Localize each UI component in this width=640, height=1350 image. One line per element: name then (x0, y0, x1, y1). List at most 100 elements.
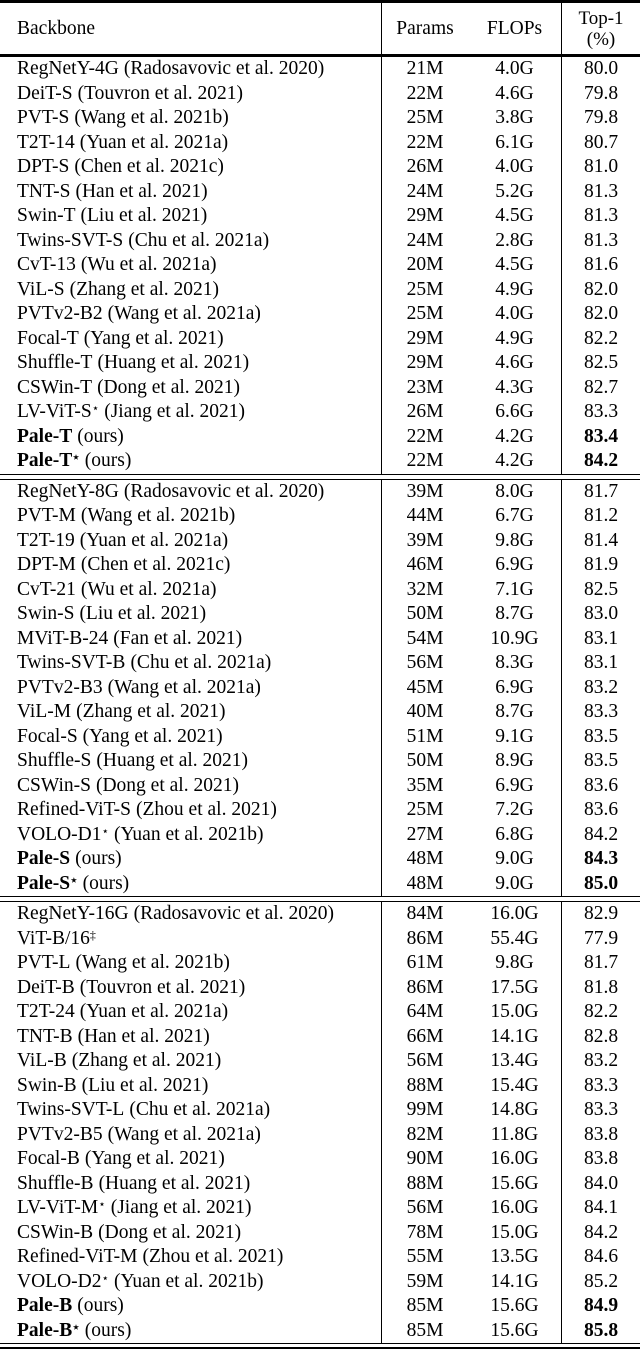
top1-cell: 84.0 (583, 1172, 619, 1194)
flops-cell: 15.0G (468, 1220, 562, 1245)
params-cell: 27M (406, 823, 444, 845)
header-bottom-rule (0, 54, 640, 57)
table-row: PVT-L (Wang et al. 2021b) 61M 9.8G 81.7 (0, 951, 640, 976)
table-row: LV-ViT-M ⋆ (Jiang et al. 2021) 56M 16.0G 8… (0, 1196, 640, 1221)
top1-cell: 83.6 (583, 774, 619, 796)
top1-cell: 84.1 (583, 1197, 619, 1219)
flops-cell: 15.4G (468, 1073, 562, 1098)
citation: (Chu et al. 2021a) (130, 652, 272, 674)
table-row: Swin-T (Liu et al. 2021) 29M 4.5G 81.3 (0, 204, 640, 229)
params-cell: 35M (406, 774, 444, 796)
top1-cell: 81.6 (583, 254, 619, 276)
model-name: LV-ViT-S (17, 401, 92, 423)
params-cell: 40M (406, 701, 444, 723)
params-cell: 50M (406, 603, 444, 625)
model-name: Twins-SVT-B (17, 652, 126, 674)
flops-cell: 10.9G (468, 626, 562, 651)
citation: (Han et al. 2021) (75, 180, 208, 202)
model-superscript: ⋆ (101, 1270, 109, 1285)
backbone-cell: ViT-B/16 ‡ (0, 926, 382, 951)
model-name: RegNetY-4G (17, 58, 119, 80)
header-flops: FLOPs (468, 3, 562, 54)
model-superscript: ‡ (89, 927, 96, 942)
params-cell: 29M (406, 327, 444, 349)
backbone-cell: Pale-T (ours) (0, 424, 382, 449)
table-row: TNT-B (Han et al. 2021) 66M 14.1G 82.8 (0, 1024, 640, 1049)
params-cell: 21M (406, 58, 444, 80)
params-cell: 64M (406, 1001, 444, 1023)
flops-cell: 16.0G (468, 1196, 562, 1221)
top1-cell: 82.9 (583, 903, 619, 925)
backbone-cell: ViL-M (Zhang et al. 2021) (0, 700, 382, 725)
backbone-cell: ViL-B (Zhang et al. 2021) (0, 1049, 382, 1074)
backbone-cell: Pale-S ⋆ (ours) (0, 871, 382, 896)
flops-cell: 8.9G (468, 749, 562, 774)
top1-cell: 81.2 (583, 505, 619, 527)
params-cell: 23M (406, 376, 444, 398)
table-bottom-rule (0, 1343, 640, 1349)
backbone-cell: Refined-ViT-S (Zhou et al. 2021) (0, 798, 382, 823)
citation: (Zhang et al. 2021) (69, 278, 220, 300)
top1-cell: 82.2 (583, 1001, 619, 1023)
top1-cell: 82.2 (583, 327, 619, 349)
citation: (Wu et al. 2021a) (80, 578, 217, 600)
table-row: CvT-13 (Wu et al. 2021a) 20M 4.5G 81.6 (0, 253, 640, 278)
top1-cell: 82.0 (583, 278, 619, 300)
table-row: DPT-M (Chen et al. 2021c) 46M 6.9G 81.9 (0, 553, 640, 578)
backbone-cell: ViL-S (Zhang et al. 2021) (0, 277, 382, 302)
table-row: PVTv2-B3 (Wang et al. 2021a) 45M 6.9G 83.… (0, 675, 640, 700)
params-cell: 20M (406, 254, 444, 276)
backbone-cell: PVT-S (Wang et al. 2021b) (0, 106, 382, 131)
model-name: LV-ViT-M (17, 1197, 99, 1219)
flops-cell: 4.5G (468, 253, 562, 278)
backbone-cell: Pale-B ⋆ (ours) (0, 1318, 382, 1343)
flops-cell: 8.7G (468, 700, 562, 725)
backbone-cell: CSWin-T (Dong et al. 2021) (0, 375, 382, 400)
citation: (Chu et al. 2021a) (129, 1099, 271, 1121)
model-name: PVTv2-B2 (17, 303, 103, 325)
header-top1-line1: Top-1 (578, 7, 624, 29)
model-name: CvT-13 (17, 254, 76, 276)
flops-cell: 16.0G (468, 1147, 562, 1172)
table-row: T2T-24 (Yuan et al. 2021a) 64M 15.0G 82.2 (0, 1000, 640, 1025)
flops-cell: 6.9G (468, 675, 562, 700)
top1-cell: 82.0 (583, 303, 619, 325)
table-row: Refined-ViT-S (Zhou et al. 2021) 25M 7.2G… (0, 798, 640, 823)
model-name: TNT-B (17, 1025, 73, 1047)
params-cell: 61M (406, 952, 444, 974)
citation: (Jiang et al. 2021) (110, 1197, 252, 1219)
params-cell: 25M (406, 799, 444, 821)
citation: (Dong et al. 2021) (97, 376, 241, 398)
table-body: RegNetY-4G (Radosavovic et al. 2020) 21M … (0, 57, 640, 1343)
params-cell: 82M (406, 1123, 444, 1145)
top1-cell: 84.3 (583, 848, 619, 870)
citation: (Wang et al. 2021a) (107, 303, 261, 325)
model-name: Pale-S (17, 848, 71, 870)
table-row: PVTv2-B2 (Wang et al. 2021a) 25M 4.0G 82.… (0, 302, 640, 327)
header-top1-line2: (%) (586, 28, 616, 50)
params-cell: 78M (406, 1221, 444, 1243)
citation: (Huang et al. 2021) (98, 1172, 251, 1194)
backbone-cell: LV-ViT-M ⋆ (Jiang et al. 2021) (0, 1196, 382, 1221)
top1-cell: 83.3 (583, 1074, 619, 1096)
params-cell: 39M (406, 480, 444, 502)
backbone-cell: Twins-SVT-L (Chu et al. 2021a) (0, 1098, 382, 1123)
table-row: VOLO-D2 ⋆ (Yuan et al. 2021b) 59M 14.1G 85… (0, 1269, 640, 1294)
params-cell: 59M (406, 1270, 444, 1292)
top1-cell: 79.8 (583, 82, 619, 104)
flops-cell: 6.9G (468, 773, 562, 798)
table-row: Twins-SVT-B (Chu et al. 2021a) 56M 8.3G 8… (0, 651, 640, 676)
params-cell: 25M (406, 303, 444, 325)
section-separator-rule (0, 473, 640, 480)
citation: (ours) (84, 1319, 132, 1341)
citation: (Fan et al. 2021) (113, 627, 243, 649)
citation: (Zhou et al. 2021) (136, 799, 277, 821)
table-row: DeiT-S (Touvron et al. 2021) 22M 4.6G 79.… (0, 81, 640, 106)
header-top1: Top-1 (%) (562, 3, 640, 54)
top1-cell: 83.3 (583, 701, 619, 723)
backbone-cell: Swin-T (Liu et al. 2021) (0, 204, 382, 229)
backbone-cell: Shuffle-S (Huang et al. 2021) (0, 749, 382, 774)
citation: (Yuan et al. 2021a) (79, 131, 229, 153)
top1-cell: 83.8 (583, 1123, 619, 1145)
flops-cell: 4.9G (468, 277, 562, 302)
